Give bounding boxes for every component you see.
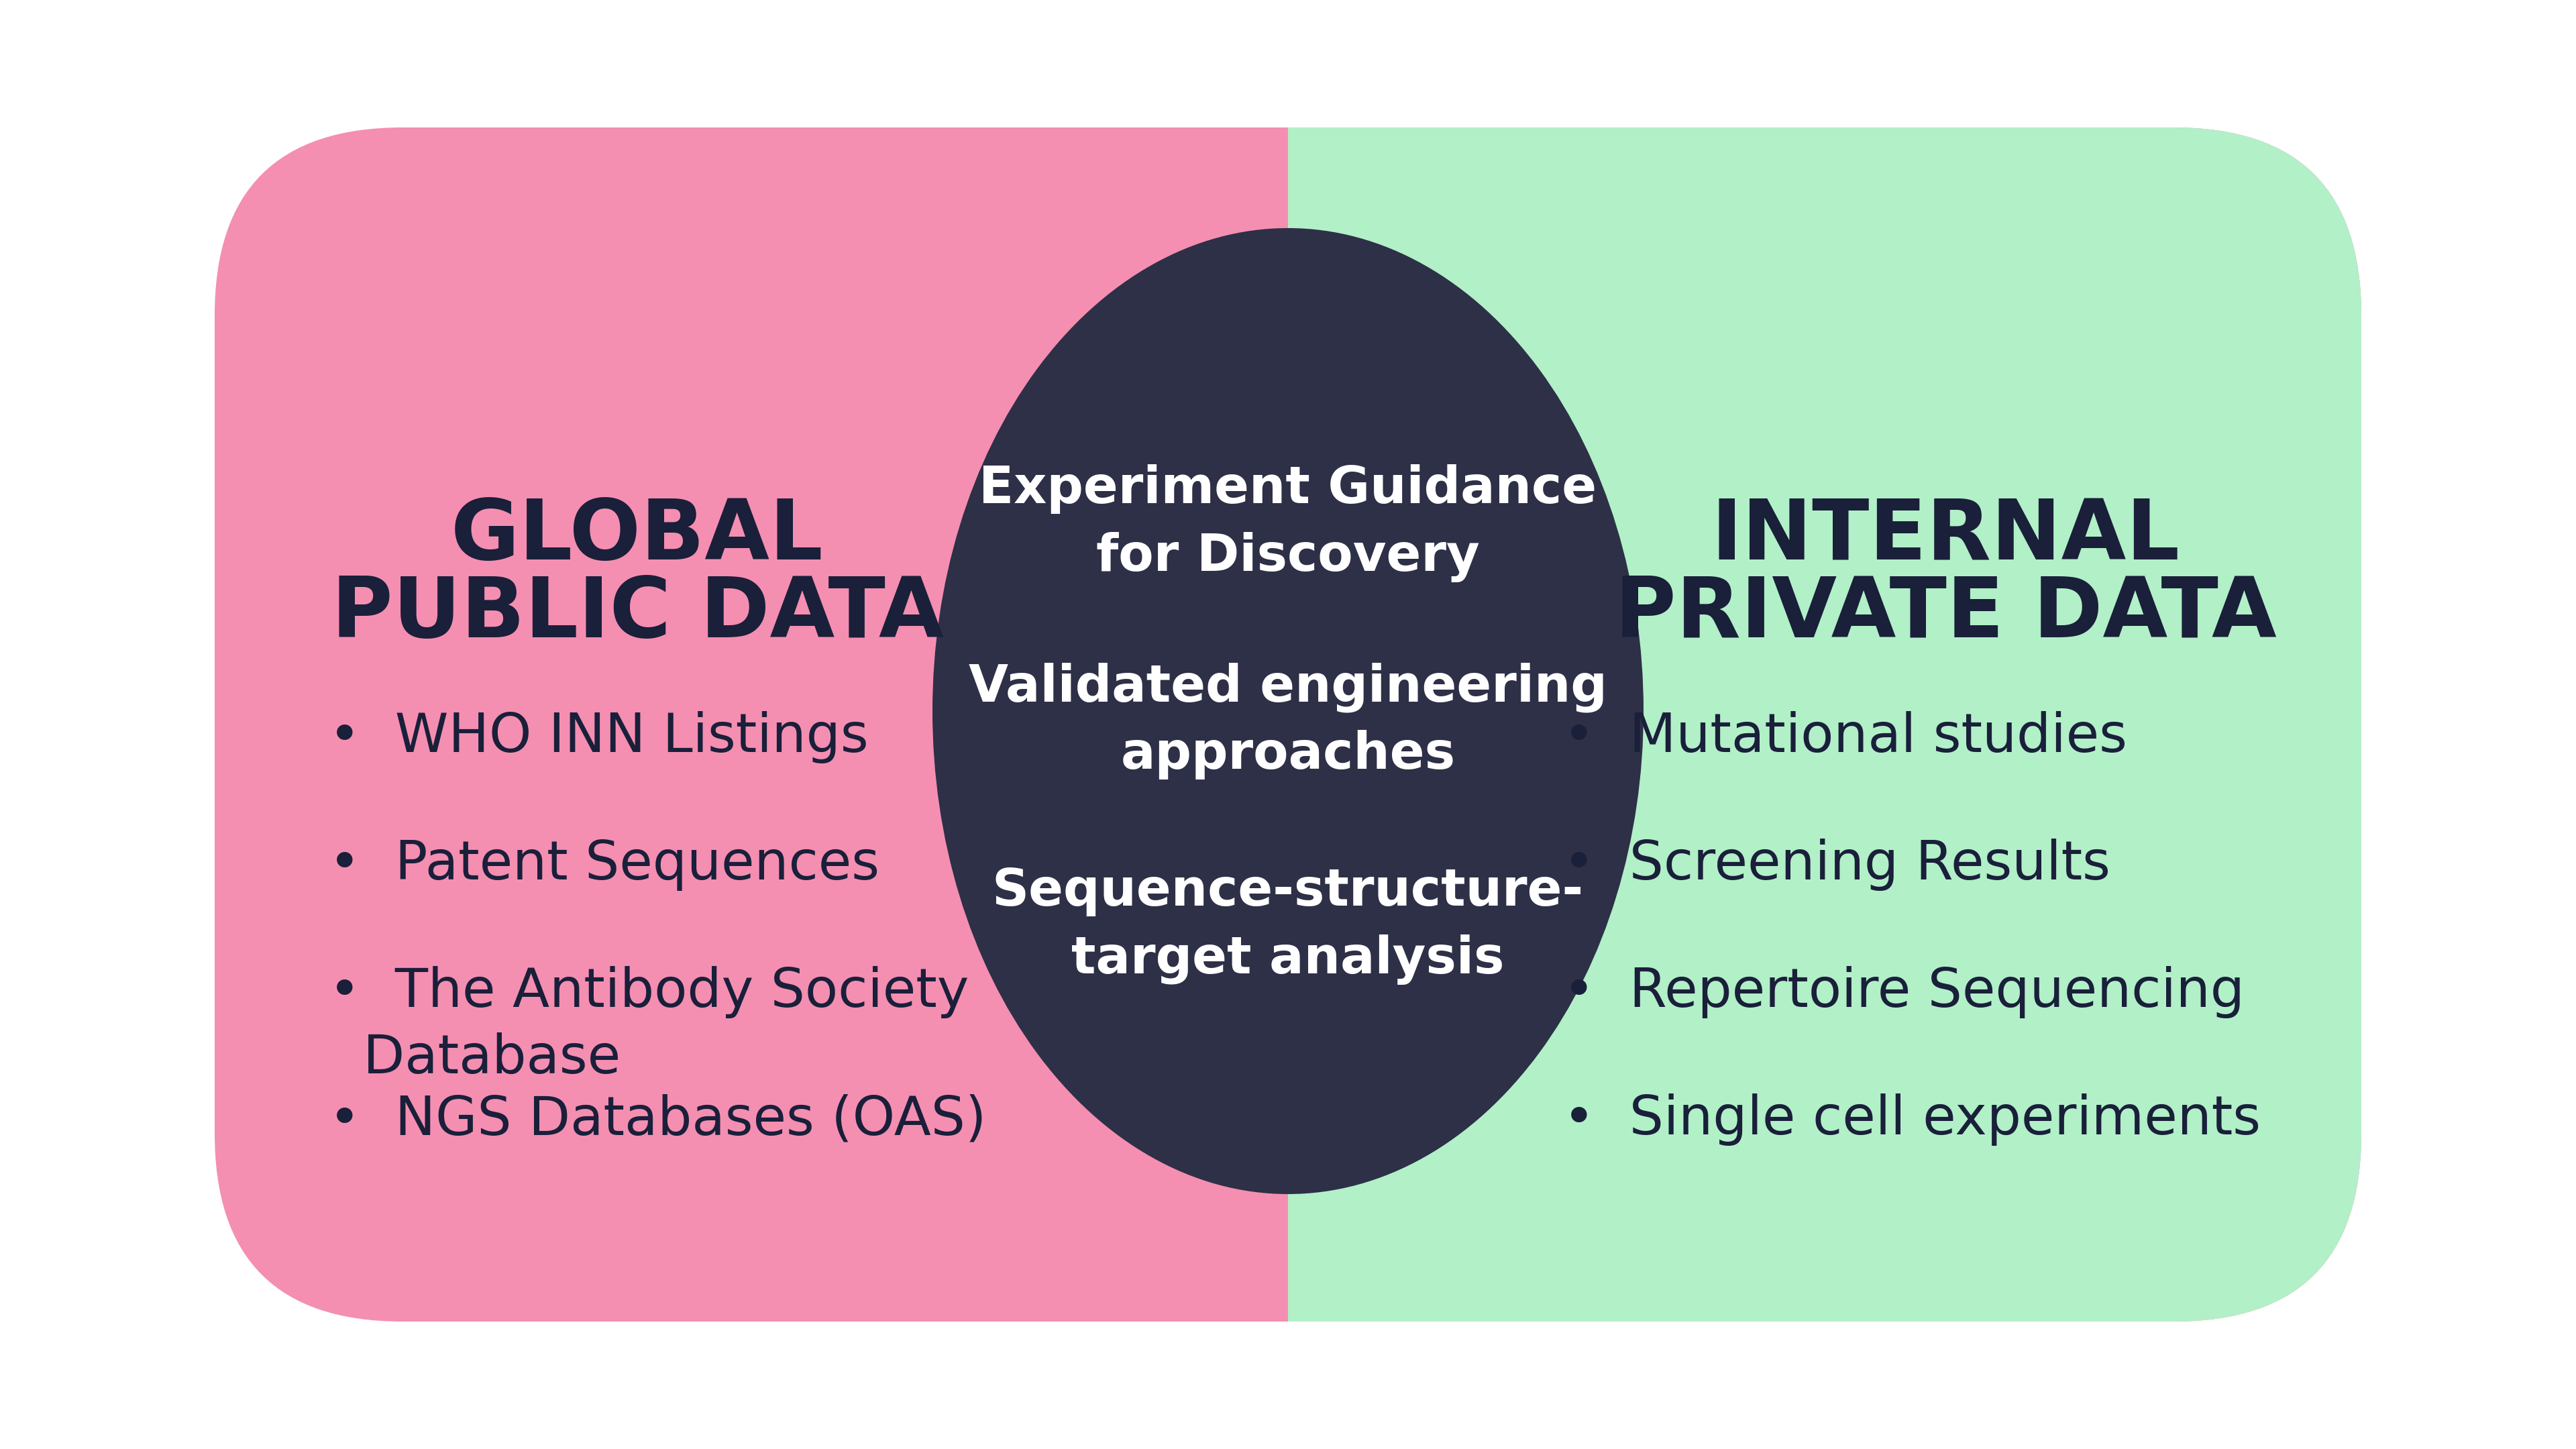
- Text: •  Patent Sequences: • Patent Sequences: [330, 839, 878, 891]
- Text: •  Mutational studies: • Mutational studies: [1564, 711, 2128, 764]
- Text: •  Single cell experiments: • Single cell experiments: [1564, 1094, 2262, 1146]
- Text: INTERNAL: INTERNAL: [1710, 496, 2179, 577]
- Text: Sequence-structure-
target analysis: Sequence-structure- target analysis: [992, 867, 1584, 984]
- Ellipse shape: [933, 227, 1643, 1194]
- FancyBboxPatch shape: [214, 128, 2362, 1321]
- Text: •  NGS Databases (OAS): • NGS Databases (OAS): [330, 1094, 987, 1146]
- Text: •  WHO INN Listings: • WHO INN Listings: [330, 711, 868, 764]
- FancyBboxPatch shape: [214, 128, 2362, 1321]
- Text: Validated engineering
approaches: Validated engineering approaches: [969, 662, 1607, 780]
- Text: •  Repertoire Sequencing: • Repertoire Sequencing: [1564, 966, 2244, 1019]
- Text: Experiment Guidance
for Discovery: Experiment Guidance for Discovery: [979, 465, 1597, 582]
- Text: GLOBAL: GLOBAL: [451, 496, 824, 577]
- Text: PUBLIC DATA: PUBLIC DATA: [332, 574, 943, 655]
- Text: •  The Antibody Society
  Database: • The Antibody Society Database: [330, 966, 969, 1085]
- Text: PRIVATE DATA: PRIVATE DATA: [1615, 574, 2277, 655]
- Text: •  Screening Results: • Screening Results: [1564, 839, 2110, 891]
